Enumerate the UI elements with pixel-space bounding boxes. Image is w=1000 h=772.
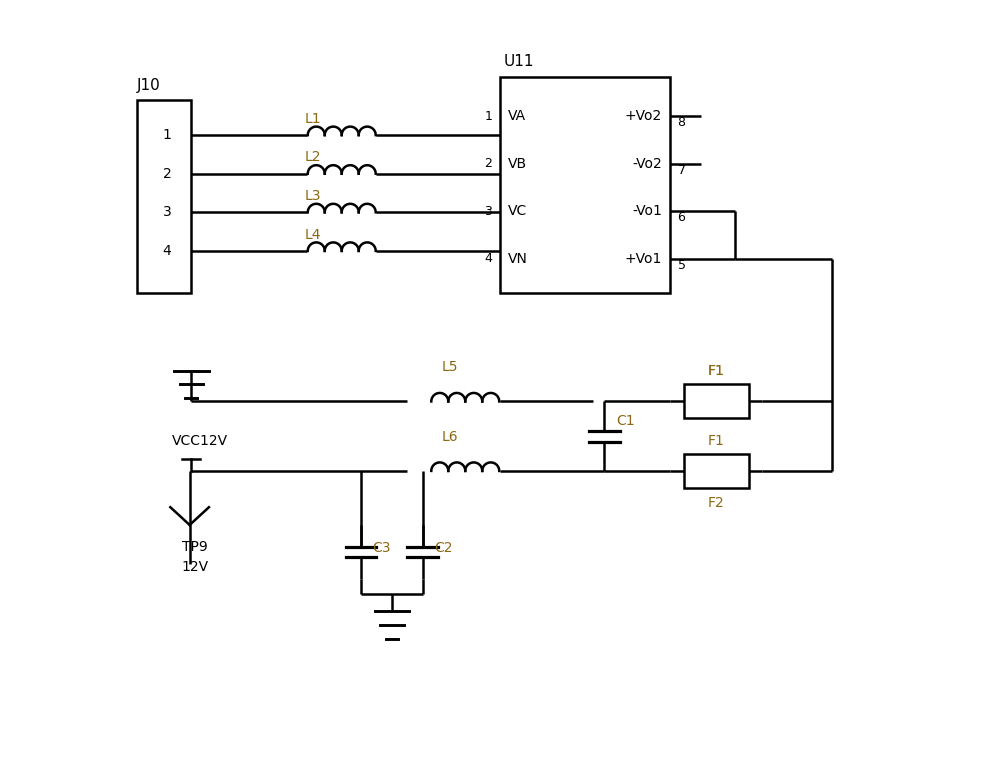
Text: -Vo2: -Vo2: [632, 157, 662, 171]
Text: 8: 8: [678, 116, 686, 129]
Bar: [500, 77, 670, 293]
Text: F1: F1: [708, 364, 725, 378]
Text: 3: 3: [484, 205, 492, 218]
Bar: [684, 454, 749, 488]
Text: VC: VC: [508, 205, 527, 218]
Text: C2: C2: [434, 541, 453, 555]
Text: 4: 4: [484, 252, 492, 266]
Text: C1: C1: [616, 415, 634, 428]
Text: L2: L2: [305, 151, 321, 164]
Text: -Vo1: -Vo1: [632, 205, 662, 218]
Text: 2: 2: [163, 167, 171, 181]
Text: L5: L5: [442, 361, 458, 374]
Bar: [684, 384, 749, 418]
Text: TP9: TP9: [182, 540, 208, 554]
Text: 7: 7: [678, 164, 686, 177]
Text: VCC12V: VCC12V: [172, 434, 228, 448]
Text: L1: L1: [305, 112, 321, 126]
Text: F1: F1: [708, 434, 725, 448]
Text: VA: VA: [508, 109, 526, 123]
Text: 3: 3: [163, 205, 171, 219]
Text: 6: 6: [678, 212, 685, 224]
Text: U11: U11: [504, 55, 534, 69]
Text: VB: VB: [508, 157, 527, 171]
Text: L3: L3: [305, 189, 321, 203]
Text: 1: 1: [484, 110, 492, 123]
Text: 4: 4: [163, 244, 171, 258]
Text: J10: J10: [137, 78, 161, 93]
Text: F2: F2: [708, 496, 725, 510]
Text: 5: 5: [678, 259, 686, 272]
Text: L4: L4: [305, 228, 321, 242]
Bar: [137, 100, 191, 293]
Text: 2: 2: [484, 157, 492, 170]
Text: C3: C3: [373, 541, 391, 555]
Text: 12V: 12V: [182, 560, 209, 574]
Text: F1: F1: [708, 364, 725, 378]
Text: 1: 1: [162, 128, 171, 142]
Text: VN: VN: [508, 252, 528, 266]
Text: +Vo2: +Vo2: [625, 109, 662, 123]
Text: L6: L6: [442, 430, 458, 444]
Text: +Vo1: +Vo1: [625, 252, 662, 266]
